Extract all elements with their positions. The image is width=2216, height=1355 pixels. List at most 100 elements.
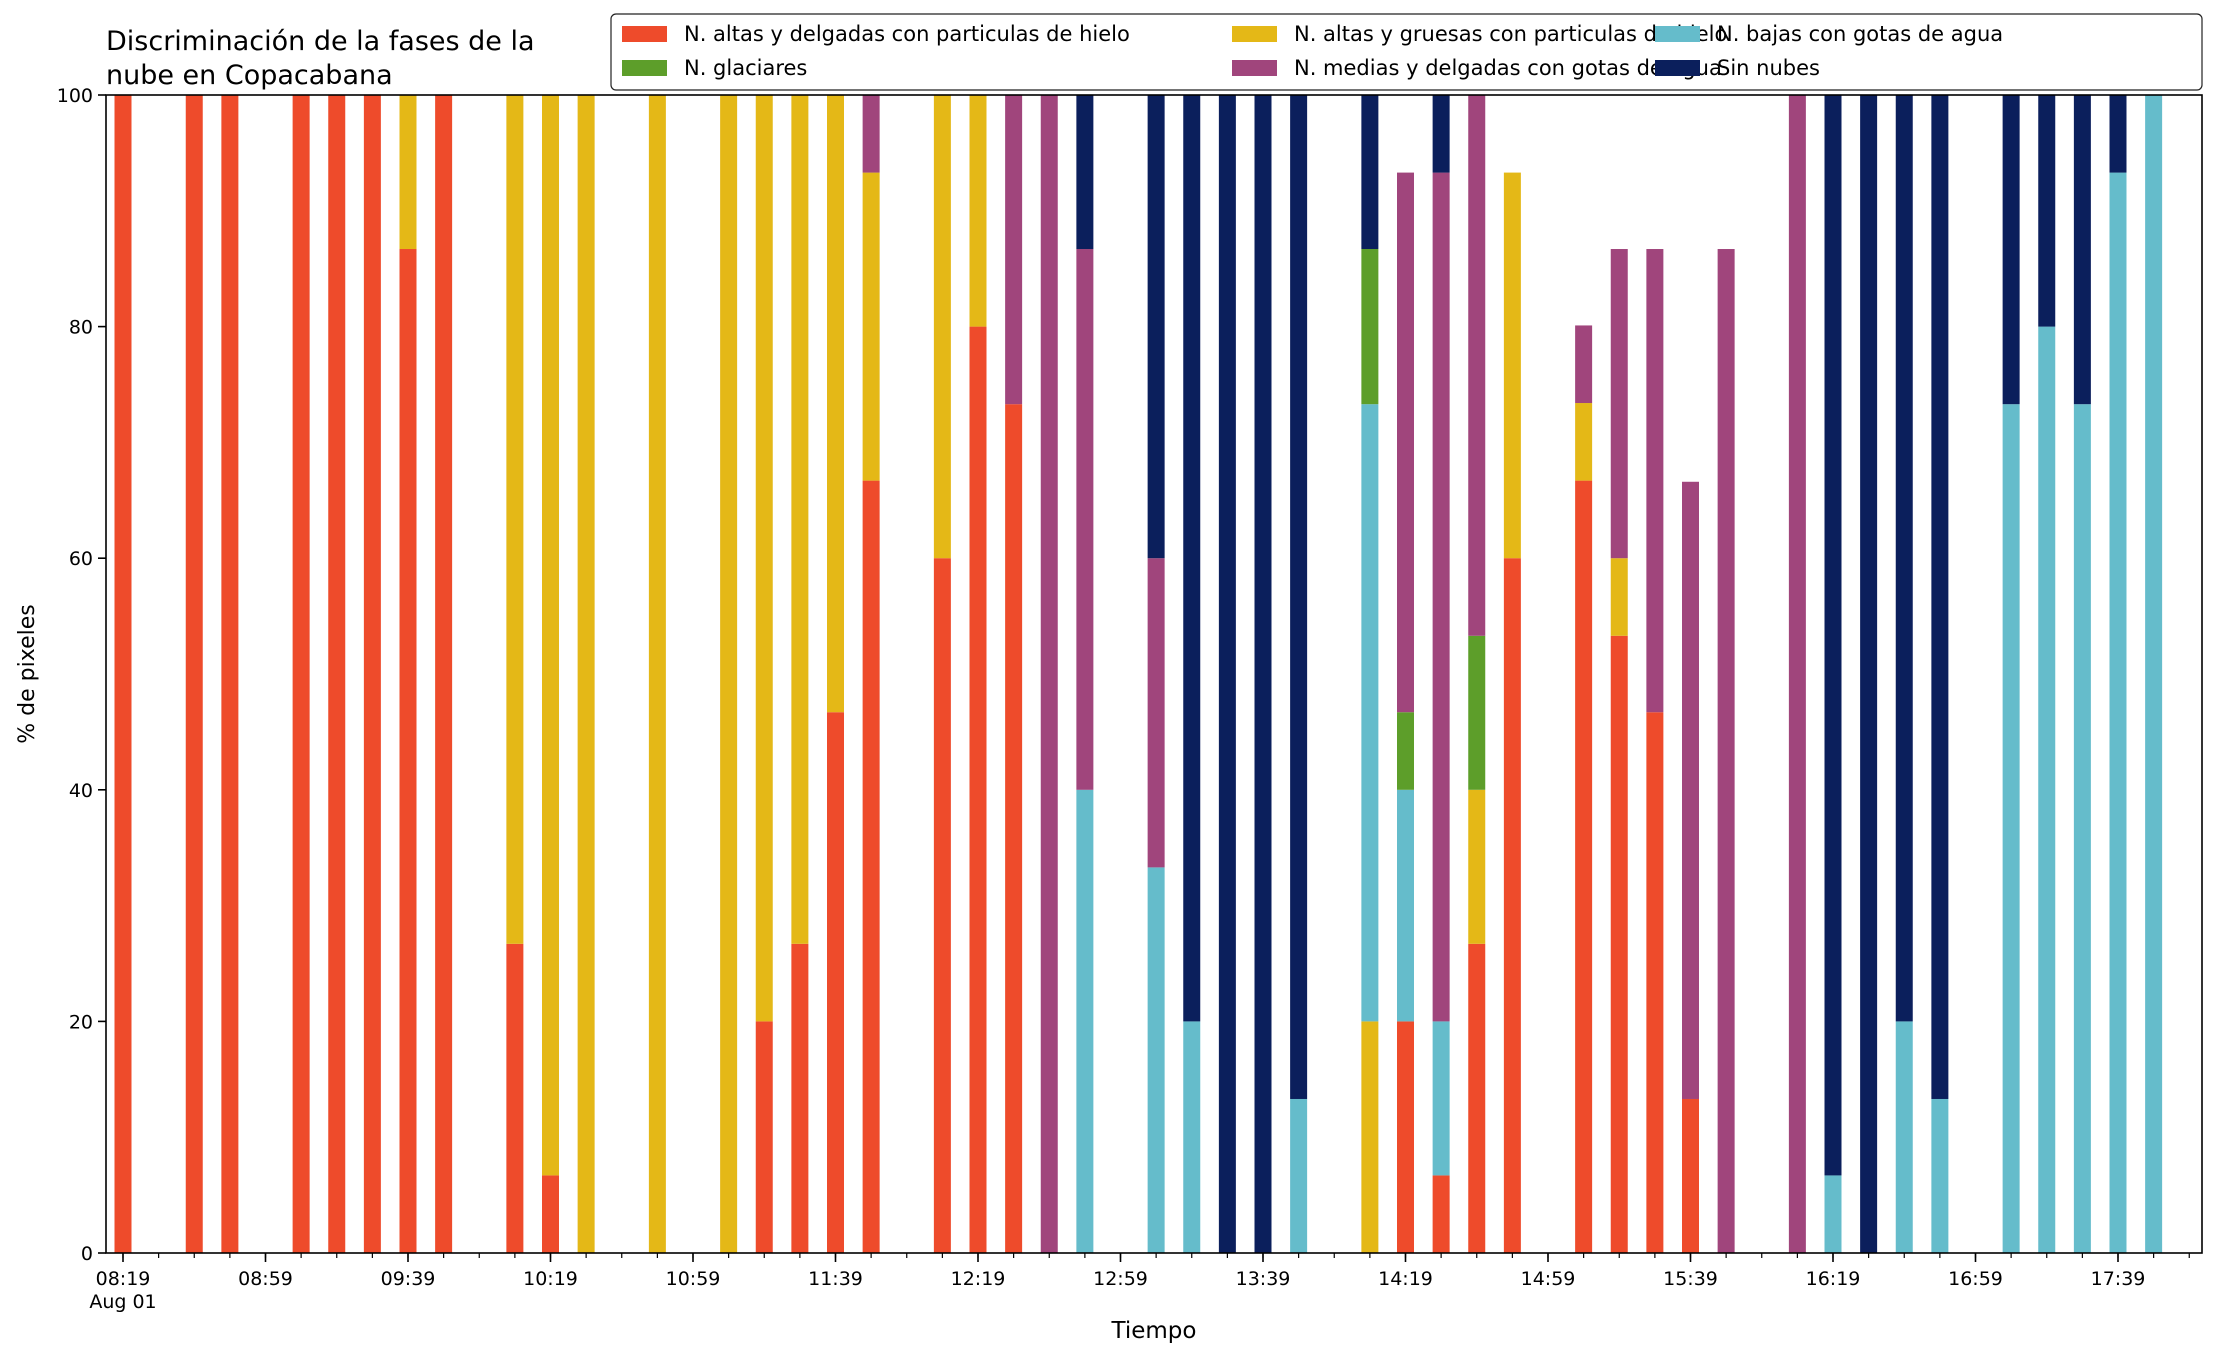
y-axis-label: % de pixeles [15, 604, 40, 743]
bar-segment [399, 95, 417, 250]
bar-segment [1503, 172, 1521, 559]
y-tick-label: 80 [69, 317, 93, 339]
bar-segment [2002, 95, 2020, 405]
bar-segment [399, 249, 417, 1253]
bar-segment [827, 95, 844, 713]
bar-segment [2145, 95, 2163, 1253]
bar-segment [435, 95, 453, 1253]
x-axis: 08:19 Aug 01 08:59 09:39 10:19 10:59 11:39 12:1… [89, 1253, 2190, 1313]
bar-segment [1040, 95, 1058, 1253]
bar-segment [1183, 95, 1201, 1022]
x-tick-label: 08:59 [238, 1268, 293, 1290]
bar-segment [1397, 712, 1414, 790]
bar-segment [1432, 95, 1450, 173]
bar-segment [1218, 95, 1236, 1253]
bar-segment [648, 95, 666, 1253]
bar-segment [1575, 325, 1593, 404]
bar-segment [1432, 1175, 1450, 1253]
bar-segment [1147, 95, 1165, 559]
x-tick-label: 13:39 [1236, 1268, 1291, 1290]
bar-segment [969, 95, 987, 327]
legend: N. altas y delgadas con particulas de hi… [610, 13, 2203, 91]
x-tick-label: 09:39 [381, 1268, 436, 1290]
bar-segment [1361, 249, 1379, 405]
legend-swatch [622, 26, 667, 42]
bar-segment [1824, 95, 1842, 1176]
bar-segment [506, 95, 524, 944]
bar-segment [1147, 867, 1165, 1253]
bar-segment [1076, 249, 1094, 790]
bar-segment [1397, 172, 1414, 713]
bar-segment [2073, 95, 2091, 405]
x-tick-label: 15:39 [1663, 1268, 1718, 1290]
bar-segment [1397, 789, 1414, 1022]
bar-segment [1076, 789, 1094, 1253]
bar-segment [292, 95, 310, 1253]
bar-segment [1147, 558, 1165, 868]
x-tick-label: 16:19 [1806, 1268, 1861, 1290]
y-tick-label: 40 [69, 780, 93, 802]
bar-segment [363, 95, 381, 1253]
bar-segment [328, 95, 346, 1253]
bar-segment [2038, 326, 2056, 1254]
x-axis-label: Tiempo [1111, 1318, 1197, 1344]
bar-segment [1682, 481, 1699, 1099]
bar-segment [2038, 95, 2056, 327]
y-tick-label: 0 [81, 1243, 93, 1265]
x-tick-label: 11:39 [808, 1268, 863, 1290]
bar-segment [862, 172, 880, 481]
bar-segment [1254, 95, 1272, 1253]
bar-segment [1076, 95, 1094, 250]
bar-segment [1860, 95, 1878, 1253]
y-tick-label: 20 [69, 1011, 93, 1033]
bar-segment [1468, 943, 1486, 1253]
legend-swatch [622, 60, 667, 76]
bar-segment [1646, 249, 1664, 713]
bar-segment [542, 1175, 559, 1253]
bar-segment [933, 558, 951, 1253]
bar-segment [1290, 95, 1308, 1099]
chart-title-line: Discriminación de la fases de la [106, 26, 535, 57]
bar-segment [1610, 635, 1628, 1253]
bar-segment [1646, 712, 1664, 1253]
bar-segment [221, 95, 239, 1253]
bar-segment [720, 95, 738, 1253]
y-tick-label: 100 [57, 85, 93, 107]
x-tick-label: 14:59 [1521, 1268, 1576, 1290]
bar-segment [791, 95, 809, 944]
bar-segment [2073, 404, 2091, 1253]
bar-segment [1361, 95, 1379, 250]
x-tick-label: 10:19 [523, 1268, 578, 1290]
bar-segment [2109, 172, 2127, 1254]
bar-segment [1895, 95, 1913, 1022]
bar-segment [1931, 95, 1949, 1099]
bar-segment [1788, 95, 1806, 1253]
bar-segment [1575, 403, 1593, 481]
chart-title: Discriminación de la fases de la nube en … [106, 26, 535, 91]
legend-frame [610, 13, 2203, 91]
x-tick-label: 16:59 [1948, 1268, 2003, 1290]
chart-title-line: nube en Copacabana [106, 60, 393, 91]
bar-segment [1290, 1098, 1308, 1253]
bar-segment [185, 95, 203, 1253]
x-tick-label: 12:59 [1093, 1268, 1148, 1290]
bar-segment [542, 95, 559, 1176]
legend-swatch [1655, 60, 1700, 76]
bar-segment [933, 95, 951, 559]
bar-segment [755, 1021, 773, 1253]
bar-segment [755, 95, 773, 1022]
bars-layer [114, 95, 2163, 1254]
x-tick-label: 14:19 [1378, 1268, 1433, 1290]
bar-segment [1183, 1021, 1201, 1253]
bar-segment [1468, 95, 1486, 636]
bar-segment [2109, 95, 2127, 173]
bar-segment [1468, 635, 1486, 790]
bar-segment [506, 943, 524, 1253]
legend-swatch [1655, 26, 1700, 42]
y-axis: 0 20 40 60 80 100 [57, 85, 106, 1265]
bar-segment [577, 95, 595, 1253]
bar-segment [1931, 1098, 1949, 1253]
bar-segment [969, 326, 987, 1254]
bar-segment [1895, 1021, 1913, 1253]
